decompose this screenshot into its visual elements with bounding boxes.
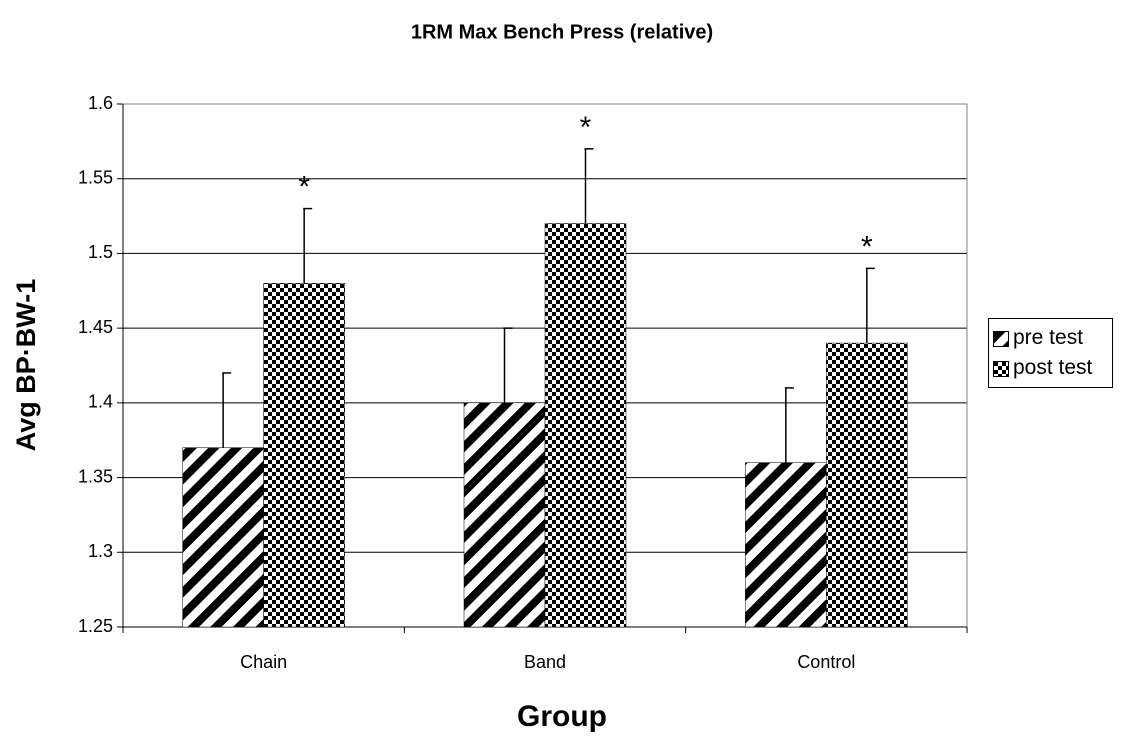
y-tick-label: 1.35 (78, 466, 113, 486)
x-tick-label: Control (797, 652, 855, 672)
x-tick-label: Chain (240, 652, 287, 672)
y-tick-label: 1.45 (78, 317, 113, 337)
legend-swatch (993, 361, 1009, 377)
legend-swatch (993, 331, 1009, 347)
y-tick-label: 1.6 (88, 93, 113, 113)
legend-label: post test (1013, 356, 1093, 379)
legend-item: post test (989, 353, 1112, 383)
annotation: * (861, 230, 873, 263)
y-tick-label: 1.25 (78, 616, 113, 636)
legend-item: pre test (989, 323, 1112, 353)
chart-title: 1RM Max Bench Press (relative) (411, 21, 713, 43)
bar (182, 447, 264, 628)
y-tick-label: 1.3 (88, 541, 113, 561)
bar (544, 223, 627, 628)
annotation: * (580, 111, 592, 144)
y-tick-label: 1.55 (78, 167, 113, 187)
legend: pre test post test (988, 318, 1113, 388)
x-tick-label: Band (524, 652, 566, 672)
bar (463, 402, 546, 628)
legend-label: pre test (1013, 326, 1084, 349)
y-axis-title: Avg BP·BW-1 (11, 279, 41, 451)
y-tick-label: 1.5 (88, 242, 113, 262)
bar (745, 462, 827, 628)
x-axis-title: Group (517, 700, 607, 733)
y-tick-label: 1.4 (88, 392, 113, 412)
bar (826, 342, 908, 628)
annotation: * (298, 171, 310, 204)
bar (263, 283, 345, 628)
